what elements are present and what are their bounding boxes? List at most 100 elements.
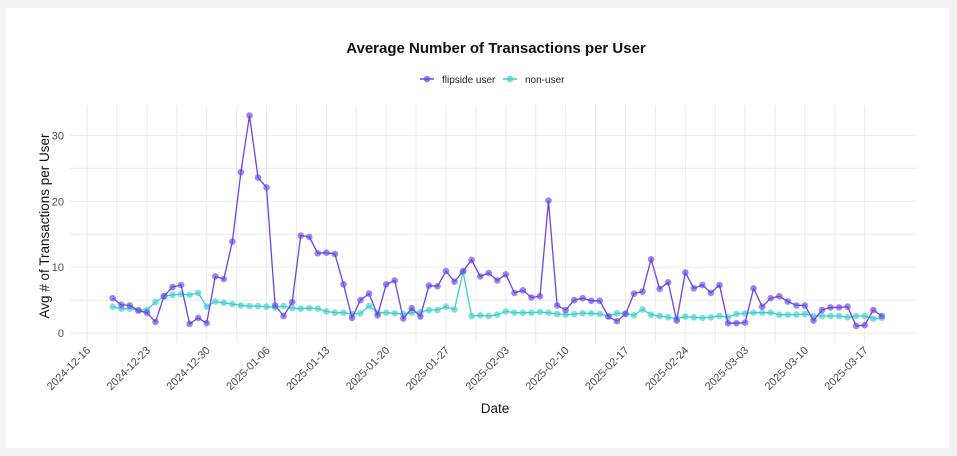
data-point-non-user[interactable] — [263, 303, 270, 311]
data-point-non-user[interactable] — [861, 312, 868, 320]
data-point-flipside-user[interactable] — [229, 238, 236, 245]
data-point-flipside-user[interactable] — [673, 317, 680, 324]
legend-item-non-user[interactable]: non-user — [503, 75, 565, 86]
data-point-non-user[interactable] — [340, 309, 347, 317]
data-point-non-user[interactable] — [536, 308, 544, 316]
data-point-flipside-user[interactable] — [331, 250, 339, 258]
data-point-flipside-user[interactable] — [793, 302, 800, 309]
data-point-flipside-user[interactable] — [870, 306, 877, 314]
data-point-flipside-user[interactable] — [844, 303, 851, 311]
data-point-flipside-user[interactable] — [271, 302, 279, 309]
data-point-flipside-user[interactable] — [724, 319, 732, 327]
data-point-flipside-user[interactable] — [827, 304, 834, 311]
data-point-flipside-user[interactable] — [485, 269, 493, 277]
data-point-non-user[interactable] — [801, 310, 809, 318]
data-point-non-user[interactable] — [767, 309, 774, 317]
data-point-flipside-user[interactable] — [348, 314, 356, 322]
data-point-flipside-user[interactable] — [502, 271, 510, 278]
data-point-flipside-user[interactable] — [553, 302, 561, 309]
data-point-flipside-user[interactable] — [135, 307, 142, 315]
data-point-flipside-user[interactable] — [716, 281, 723, 289]
data-point-non-user[interactable] — [630, 312, 638, 319]
data-point-flipside-user[interactable] — [801, 302, 809, 309]
data-point-non-user[interactable] — [246, 302, 253, 310]
data-point-flipside-user[interactable] — [425, 282, 433, 289]
data-point-non-user[interactable] — [314, 305, 322, 313]
data-point-flipside-user[interactable] — [160, 292, 168, 300]
data-point-non-user[interactable] — [613, 310, 621, 317]
data-point-flipside-user[interactable] — [382, 281, 390, 288]
data-point-flipside-user[interactable] — [126, 302, 134, 309]
data-point-flipside-user[interactable] — [314, 250, 322, 257]
data-point-non-user[interactable] — [494, 311, 501, 319]
data-point-flipside-user[interactable] — [852, 322, 860, 330]
data-point-non-user[interactable] — [451, 306, 458, 313]
data-point-non-user[interactable] — [194, 289, 202, 297]
data-point-non-user[interactable] — [331, 309, 339, 317]
data-point-flipside-user[interactable] — [254, 174, 262, 181]
data-point-non-user[interactable] — [733, 310, 740, 318]
data-point-flipside-user[interactable] — [220, 275, 228, 283]
data-point-flipside-user[interactable] — [750, 285, 757, 292]
data-point-flipside-user[interactable] — [357, 296, 364, 304]
data-point-non-user[interactable] — [186, 291, 193, 299]
data-point-non-user[interactable] — [442, 303, 450, 311]
legend-item-flipside-user[interactable]: flipside user — [420, 75, 496, 86]
data-point-flipside-user[interactable] — [143, 309, 151, 317]
data-point-non-user[interactable] — [288, 304, 296, 312]
data-point-flipside-user[interactable] — [656, 285, 663, 293]
data-point-non-user[interactable] — [109, 303, 116, 311]
data-point-flipside-user[interactable] — [374, 312, 381, 319]
data-point-non-user[interactable] — [254, 302, 262, 310]
data-point-non-user[interactable] — [716, 312, 723, 320]
data-point-non-user[interactable] — [656, 312, 663, 320]
data-point-non-user[interactable] — [596, 310, 604, 318]
data-point-flipside-user[interactable] — [861, 321, 868, 329]
data-point-flipside-user[interactable] — [664, 279, 672, 286]
data-point-flipside-user[interactable] — [288, 298, 296, 306]
data-point-non-user[interactable] — [750, 309, 757, 317]
data-point-non-user[interactable] — [476, 312, 484, 319]
data-point-flipside-user[interactable] — [776, 292, 783, 300]
data-point-flipside-user[interactable] — [340, 281, 347, 288]
data-point-non-user[interactable] — [237, 302, 245, 309]
data-point-flipside-user[interactable] — [417, 313, 424, 320]
data-point-non-user[interactable] — [297, 305, 305, 313]
data-point-non-user[interactable] — [485, 312, 493, 320]
data-point-flipside-user[interactable] — [767, 294, 774, 302]
data-point-flipside-user[interactable] — [639, 288, 646, 295]
data-point-flipside-user[interactable] — [297, 232, 305, 239]
data-point-flipside-user[interactable] — [536, 292, 544, 300]
data-point-flipside-user[interactable] — [323, 249, 330, 256]
data-point-non-user[interactable] — [664, 314, 672, 321]
data-point-non-user[interactable] — [169, 291, 176, 299]
data-point-non-user[interactable] — [323, 308, 330, 315]
data-point-flipside-user[interactable] — [494, 277, 501, 284]
data-point-flipside-user[interactable] — [246, 112, 253, 119]
data-point-flipside-user[interactable] — [400, 315, 407, 322]
data-point-flipside-user[interactable] — [194, 314, 202, 322]
data-point-non-user[interactable] — [280, 302, 287, 310]
data-point-non-user[interactable] — [758, 309, 766, 317]
data-point-non-user[interactable] — [365, 302, 373, 310]
data-point-non-user[interactable] — [502, 308, 510, 315]
data-point-flipside-user[interactable] — [442, 267, 450, 275]
data-point-flipside-user[interactable] — [468, 256, 475, 264]
data-point-non-user[interactable] — [203, 303, 210, 311]
data-point-flipside-user[interactable] — [459, 267, 467, 275]
data-point-non-user[interactable] — [776, 311, 783, 319]
data-point-non-user[interactable] — [212, 298, 219, 305]
data-point-flipside-user[interactable] — [511, 289, 518, 297]
data-point-flipside-user[interactable] — [810, 317, 817, 324]
data-point-non-user[interactable] — [562, 311, 569, 319]
data-point-flipside-user[interactable] — [699, 281, 706, 289]
data-point-non-user[interactable] — [588, 310, 595, 317]
data-point-flipside-user[interactable] — [596, 297, 604, 305]
data-point-flipside-user[interactable] — [605, 313, 612, 320]
data-point-flipside-user[interactable] — [758, 303, 766, 311]
data-point-flipside-user[interactable] — [613, 317, 621, 325]
data-point-flipside-user[interactable] — [733, 319, 740, 327]
data-point-flipside-user[interactable] — [741, 319, 749, 326]
data-point-flipside-user[interactable] — [212, 273, 219, 280]
data-point-flipside-user[interactable] — [263, 184, 270, 191]
